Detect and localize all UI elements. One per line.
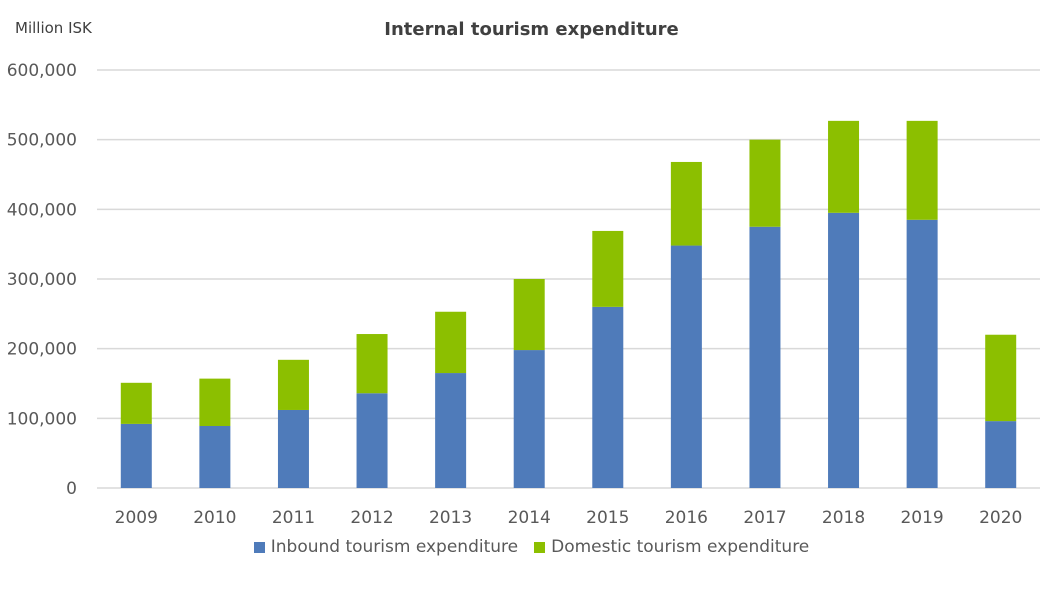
x-tick-label: 2012	[350, 508, 393, 528]
bar-domestic	[906, 120, 938, 220]
bar-domestic	[277, 359, 309, 410]
x-tick-label: 2010	[193, 508, 236, 528]
bar-inbound	[513, 350, 545, 488]
bar-domestic	[120, 382, 152, 424]
bar-domestic	[356, 334, 388, 394]
legend-item-inbound: Inbound tourism expenditure	[253, 537, 519, 557]
bar-inbound	[199, 425, 231, 488]
bar-domestic	[199, 378, 231, 426]
bar-inbound	[592, 306, 624, 488]
x-tick-label: 2014	[508, 508, 551, 528]
legend-swatch-domestic	[534, 541, 546, 553]
bar-series	[120, 120, 1017, 489]
bar-domestic	[435, 311, 467, 374]
x-axis-ticks: 2009 2010 2011 2012 2013 2014 2015 2016 2017 2018…	[115, 508, 1023, 528]
x-tick-label: 2018	[822, 508, 865, 528]
bar-inbound	[120, 423, 152, 488]
y-axis-unit-label: Million ISK	[15, 19, 92, 37]
bar-domestic	[513, 279, 545, 351]
bar-inbound	[435, 373, 467, 488]
legend-label-inbound: Inbound tourism expenditure	[270, 537, 519, 557]
bar-domestic	[592, 230, 624, 307]
bar-inbound	[670, 245, 702, 488]
chart-title: Internal tourism expenditure	[384, 19, 679, 40]
y-tick-label: 0	[66, 479, 77, 499]
y-tick-label: 100,000	[7, 409, 77, 429]
legend-swatch-inbound	[253, 541, 265, 553]
bar-inbound	[277, 409, 309, 488]
legend-label-domestic: Domestic tourism expenditure	[551, 537, 810, 557]
y-tick-label: 200,000	[7, 340, 77, 360]
y-tick-label: 500,000	[7, 131, 77, 151]
x-tick-label: 2017	[743, 508, 786, 528]
gridlines	[97, 69, 1040, 489]
bar-domestic	[670, 161, 702, 246]
x-tick-label: 2009	[115, 508, 158, 528]
chart-legend: Inbound tourism expenditure Domestic tou…	[0, 537, 1063, 557]
bar-inbound	[356, 393, 388, 488]
x-tick-label: 2011	[272, 508, 315, 528]
y-tick-label: 300,000	[7, 270, 77, 290]
bar-inbound	[828, 212, 860, 489]
bar-inbound	[906, 219, 938, 489]
x-tick-label: 2016	[665, 508, 708, 528]
y-tick-label: 600,000	[7, 61, 77, 81]
bar-domestic	[985, 334, 1017, 422]
y-axis-ticks: 0 100,000 200,000 300,000 400,000 500,000 600,…	[7, 61, 77, 499]
y-tick-label: 400,000	[7, 200, 77, 220]
x-tick-label: 2013	[429, 508, 472, 528]
x-tick-label: 2015	[586, 508, 629, 528]
x-tick-label: 2020	[979, 508, 1022, 528]
bar-domestic	[749, 139, 781, 227]
x-tick-label: 2019	[900, 508, 943, 528]
bar-inbound	[749, 226, 781, 488]
bar-inbound	[985, 421, 1017, 488]
legend-item-domestic: Domestic tourism expenditure	[534, 537, 809, 557]
bar-domestic	[828, 120, 860, 213]
